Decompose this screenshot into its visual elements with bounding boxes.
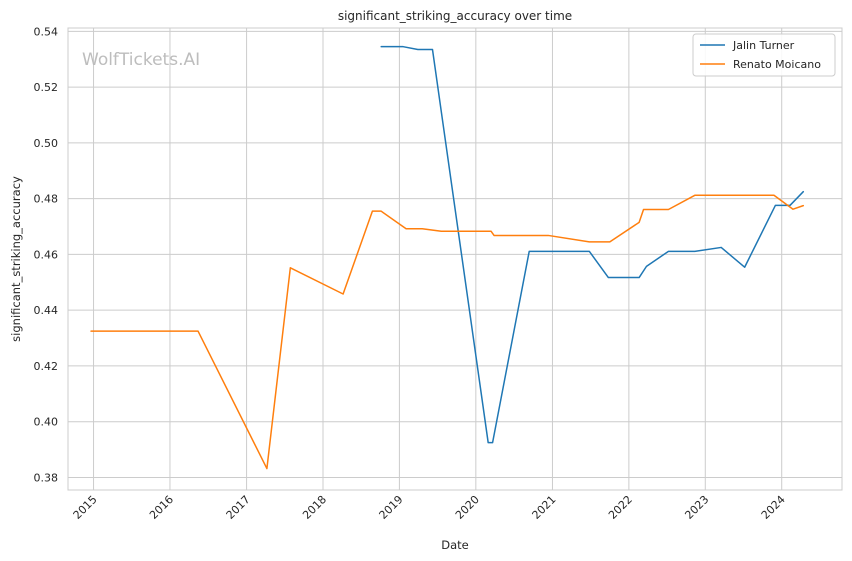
legend: Jalin Turner Renato Moicano: [692, 33, 836, 77]
y-tick-label: 0.44: [34, 304, 59, 317]
plot-area: [67, 27, 843, 491]
y-tick-label: 0.42: [34, 360, 59, 373]
legend-label-jalin-turner: Jalin Turner: [732, 39, 795, 52]
y-tick-label: 0.38: [34, 471, 59, 484]
watermark: WolfTickets.AI: [82, 50, 200, 70]
x-axis-label: Date: [441, 538, 469, 552]
y-gridlines: [68, 30, 842, 478]
y-tick-labels: 0.38 0.40 0.42 0.44 0.46 0.48 0.50 0.52 0.54: [34, 25, 59, 484]
y-axis-label: significant_striking_accuracy: [9, 176, 23, 342]
y-tick-label: 0.52: [34, 81, 59, 94]
series-line-jalin-turner: [380, 45, 805, 444]
legend-box: [692, 33, 836, 77]
series-line-renato-moicano: [90, 194, 805, 470]
legend-label-renato-moicano: Renato Moicano: [733, 58, 821, 71]
y-tick-label: 0.40: [34, 416, 59, 429]
series-lines: [90, 45, 805, 470]
chart-title: significant_striking_accuracy over time: [338, 9, 572, 23]
y-tick-label: 0.46: [34, 248, 59, 261]
y-tick-label: 0.54: [34, 25, 59, 38]
y-tick-label: 0.48: [34, 193, 59, 206]
x-gridlines: [93, 28, 783, 490]
y-tick-label: 0.50: [34, 137, 59, 150]
